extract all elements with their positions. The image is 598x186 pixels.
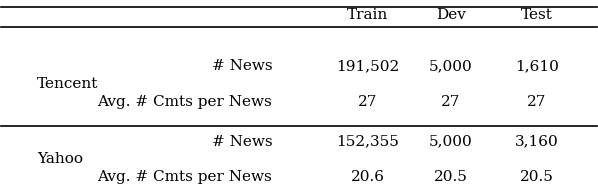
Text: 20.5: 20.5	[520, 170, 554, 184]
Text: 1,610: 1,610	[515, 59, 559, 73]
Text: 20.6: 20.6	[350, 170, 385, 184]
Text: 191,502: 191,502	[336, 59, 399, 73]
Text: Dev: Dev	[436, 8, 466, 22]
Text: 3,160: 3,160	[515, 135, 559, 149]
Text: Tencent: Tencent	[37, 77, 99, 91]
Text: 152,355: 152,355	[336, 135, 399, 149]
Text: # News: # News	[212, 59, 272, 73]
Text: Test: Test	[521, 8, 553, 22]
Text: Avg. # Cmts per News: Avg. # Cmts per News	[97, 170, 272, 184]
Text: Avg. # Cmts per News: Avg. # Cmts per News	[97, 95, 272, 109]
Text: 27: 27	[441, 95, 460, 109]
Text: Train: Train	[347, 8, 388, 22]
Text: 5,000: 5,000	[429, 135, 472, 149]
Text: Yahoo: Yahoo	[37, 152, 83, 166]
Text: 20.5: 20.5	[434, 170, 468, 184]
Text: 5,000: 5,000	[429, 59, 472, 73]
Text: 27: 27	[358, 95, 377, 109]
Text: # News: # News	[212, 135, 272, 149]
Text: 27: 27	[527, 95, 547, 109]
